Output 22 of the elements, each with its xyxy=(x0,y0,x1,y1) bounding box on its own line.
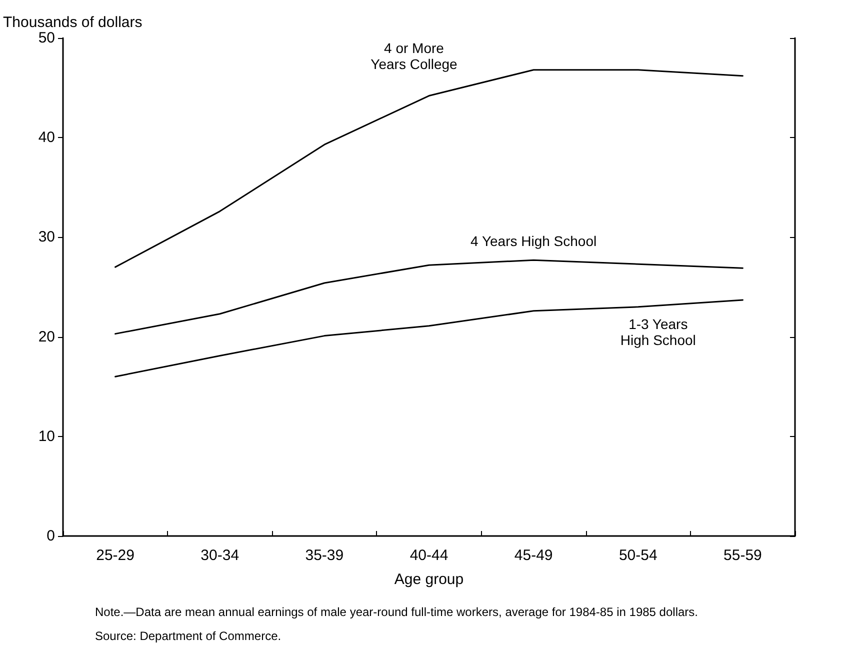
y-tick-label: 10 xyxy=(38,428,55,445)
x-tick-label: 25-29 xyxy=(96,547,134,564)
y-tick-label: 30 xyxy=(38,228,55,246)
x-tick-label: 45-49 xyxy=(514,547,553,564)
text: Note.—Data are mean annual earnings of male year-round full-time workers, average for 1984-85 in 1985 dollars. xyxy=(95,605,698,619)
line-series xyxy=(114,299,744,378)
line-series xyxy=(114,259,744,335)
x-axis-title: Age group xyxy=(394,571,464,588)
series-label: 1-3 Years High School xyxy=(620,316,696,348)
series-label: 4 or More Years College xyxy=(370,40,458,72)
x-tick-label: 50-54 xyxy=(618,547,658,564)
y-tick-label: 20 xyxy=(38,328,55,346)
source-note: Source: Department of Commerce. xyxy=(95,629,282,643)
y-tick-label: 40 xyxy=(38,129,55,146)
x-tick-label: 55-59 xyxy=(724,547,762,564)
x-tick-label: 35-39 xyxy=(305,547,344,564)
y-axis-title: Thousands of dollars xyxy=(3,14,142,31)
x-tick-label: 30-34 xyxy=(200,547,240,564)
x-tick-label: 40-44 xyxy=(410,547,448,564)
y-tick-label: 0 xyxy=(46,528,55,544)
y-tick-label: 50 xyxy=(38,30,55,46)
series-label: 4 Years High School xyxy=(470,233,597,250)
